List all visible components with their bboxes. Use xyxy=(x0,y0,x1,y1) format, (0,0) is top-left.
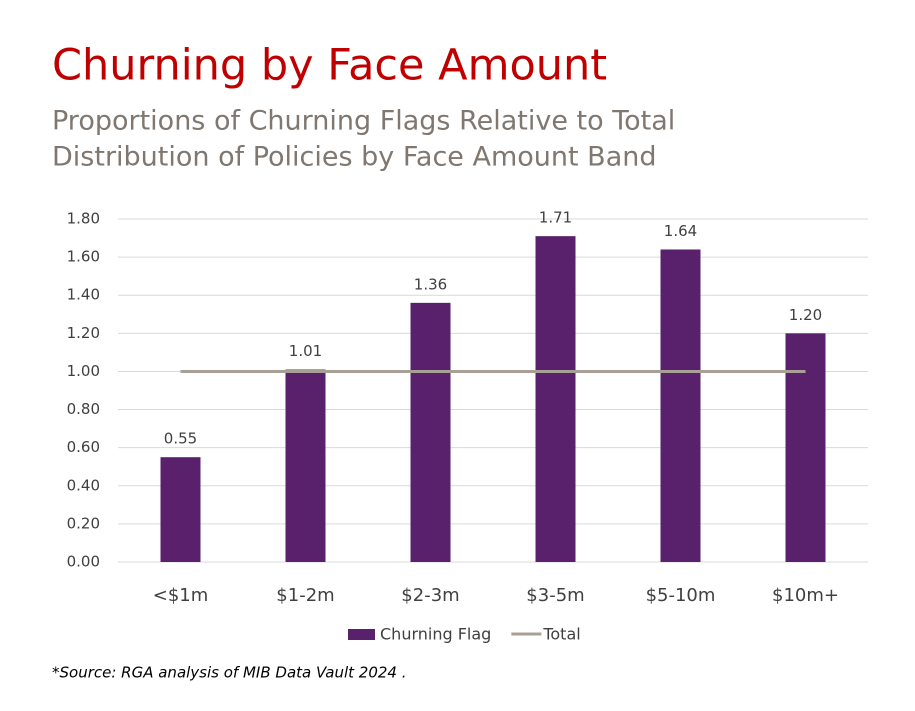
y-tick-label: 1.20 xyxy=(67,324,100,342)
bar xyxy=(285,369,326,562)
chart-title: Churning by Face Amount xyxy=(52,41,607,91)
bar xyxy=(535,236,576,562)
data-label: 0.55 xyxy=(164,430,197,448)
x-tick-label: $3-5m xyxy=(526,585,584,606)
y-tick-label: 0.20 xyxy=(67,514,100,532)
y-tick-label: 0.00 xyxy=(67,553,100,571)
bar xyxy=(785,333,826,562)
legend-label: Churning Flag xyxy=(380,625,491,644)
chart-subtitle: Proportions of Churning Flags Relative t… xyxy=(52,106,675,137)
data-label: 1.71 xyxy=(539,209,572,227)
y-tick-label: 0.60 xyxy=(67,438,100,456)
source-note: *Source: RGA analysis of MIB Data Vault … xyxy=(52,664,407,682)
y-tick-label: 1.80 xyxy=(67,210,100,228)
x-tick-label: $2-3m xyxy=(401,585,459,606)
x-tick-label: $1-2m xyxy=(276,585,334,606)
bar xyxy=(660,249,701,562)
y-tick-label: 1.60 xyxy=(67,248,100,266)
bar xyxy=(410,302,451,562)
legend-label: Total xyxy=(542,625,580,644)
y-tick-label: 0.80 xyxy=(67,400,100,418)
chart-subtitle: Distribution of Policies by Face Amount … xyxy=(52,142,657,173)
x-tick-label: <$1m xyxy=(153,585,209,606)
bar xyxy=(160,457,201,562)
y-tick-label: 0.40 xyxy=(67,476,100,494)
data-label: 1.64 xyxy=(664,222,697,240)
x-tick-label: $10m+ xyxy=(772,585,839,606)
y-tick-label: 1.00 xyxy=(67,362,100,380)
data-label: 1.01 xyxy=(289,342,322,360)
x-tick-label: $5-10m xyxy=(646,585,716,606)
y-tick-label: 1.40 xyxy=(67,286,100,304)
data-label: 1.20 xyxy=(789,306,822,324)
data-label: 1.36 xyxy=(414,275,447,293)
legend-swatch xyxy=(348,629,375,640)
